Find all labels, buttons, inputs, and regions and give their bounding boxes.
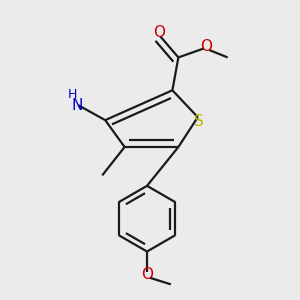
Text: O: O — [141, 267, 153, 282]
Text: N: N — [71, 98, 82, 113]
Text: O: O — [200, 40, 212, 55]
Text: O: O — [153, 25, 165, 40]
Text: H: H — [68, 88, 77, 101]
Text: S: S — [194, 114, 204, 129]
